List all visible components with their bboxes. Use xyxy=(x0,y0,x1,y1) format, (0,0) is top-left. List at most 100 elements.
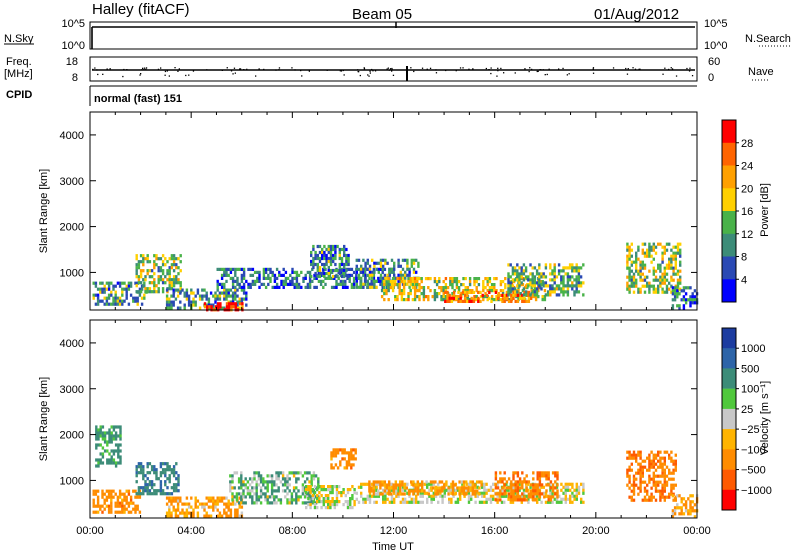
xlabel: Time UT xyxy=(372,541,414,553)
nave-point xyxy=(92,68,94,71)
nave-point xyxy=(421,67,424,69)
date-title: 01/Aug/2012 xyxy=(594,6,679,23)
nave-point xyxy=(391,70,393,72)
nave-point xyxy=(357,69,359,71)
nave-point xyxy=(164,70,167,73)
nsky-panel: N.Sky 10^5 10^0 10^5 10^0 N.Search xyxy=(4,18,791,52)
nave-point xyxy=(386,68,388,70)
scatter-region-5 xyxy=(305,485,356,510)
scatter-region-1 xyxy=(135,254,182,294)
velocity-colorbar: 1000 500 100 25 −25 −100 −500 −1000 xyxy=(721,327,772,511)
nave-point xyxy=(359,74,361,77)
nave-point xyxy=(626,73,629,75)
nave-point xyxy=(496,75,498,77)
nave-point xyxy=(94,67,96,69)
colorbar-segment xyxy=(722,120,736,144)
colorbar-tick-label: 12 xyxy=(741,229,753,241)
nave-point xyxy=(221,69,223,71)
nave-point xyxy=(246,68,248,70)
colorbar-segment xyxy=(722,233,736,257)
ytick-label: 4000 xyxy=(60,338,84,350)
nave-point xyxy=(278,69,280,71)
scatter-region-0 xyxy=(92,489,142,514)
colorbar-tick-label: 500 xyxy=(741,363,759,375)
colorbar-tick-label: −500 xyxy=(741,465,766,477)
nave-point xyxy=(122,75,124,78)
nsky-tick-bottom: 10^0 xyxy=(61,40,85,52)
nave-point xyxy=(342,69,344,72)
nave-point xyxy=(343,74,345,76)
scatter-region-8 xyxy=(368,480,483,496)
nave-point xyxy=(300,69,302,72)
power-ylabel: Slant Range [km] xyxy=(38,169,50,253)
nave-point xyxy=(102,73,104,75)
nave-point xyxy=(544,74,546,76)
power-panel: 1000 2000 3000 4000 Slant Range [km] xyxy=(38,111,699,312)
nave-point xyxy=(497,67,499,69)
nave-point xyxy=(301,75,303,77)
colorbar-tick-label: 4 xyxy=(741,274,747,286)
nave-point xyxy=(686,67,688,70)
nave-point xyxy=(157,68,160,70)
nave-point xyxy=(160,67,162,69)
colorbar-tick-label: 100 xyxy=(741,384,759,396)
nave-point xyxy=(391,67,393,70)
colorbar-tick-label: −1000 xyxy=(741,485,772,497)
colorbar-segment xyxy=(722,449,736,470)
colorbar-tick-label: 28 xyxy=(741,138,753,150)
nsearch-label: N.Search xyxy=(745,33,791,45)
nave-point xyxy=(540,69,542,71)
colorbar-segment xyxy=(722,408,736,430)
nave-point xyxy=(592,68,594,70)
nave-point xyxy=(468,68,470,70)
xtick-label: 00:00 xyxy=(76,525,104,537)
nave-point xyxy=(340,69,342,71)
cpid-text: normal (fast) 151 xyxy=(94,93,182,105)
nave-point xyxy=(243,69,245,71)
nave-point xyxy=(141,69,143,71)
nave-point xyxy=(340,70,343,72)
nave-point xyxy=(239,68,241,70)
nave-point xyxy=(145,67,148,69)
nave-point xyxy=(369,72,371,74)
ytick-label: 2000 xyxy=(60,222,84,234)
velocity-ylabel: Slant Range [km] xyxy=(38,377,50,461)
xtick-label: 00:00 xyxy=(683,525,711,537)
xtick-label: 20:00 xyxy=(582,525,610,537)
nave-point xyxy=(275,69,277,71)
nave-point xyxy=(206,69,208,71)
nave-point xyxy=(668,68,670,71)
colorbar-segment xyxy=(722,142,736,166)
nave-point xyxy=(531,68,533,71)
nave-point xyxy=(627,68,629,70)
nave-point xyxy=(164,74,166,76)
nave-point xyxy=(671,68,674,70)
colorbar-tick-label: −100 xyxy=(741,444,766,456)
freq-label: Freq. xyxy=(6,56,32,68)
nave-tick-bottom: 0 xyxy=(708,72,714,84)
nave-point xyxy=(374,70,377,72)
scatter-region-1 xyxy=(95,425,122,468)
nave-point xyxy=(126,69,128,71)
nave-point xyxy=(308,70,310,72)
nave-point xyxy=(388,69,390,71)
nave-point xyxy=(339,70,341,72)
power-colorbar: 4 8 12 16 20 24 28 xyxy=(721,119,753,303)
colorbar-tick-label: 16 xyxy=(741,206,753,218)
scatter-region-11 xyxy=(671,494,699,519)
nsky-tick-top: 10^5 xyxy=(61,18,85,30)
freq-panel: Freq. [MHz] 18 8 60 0 Nave xyxy=(4,56,774,84)
scatter-region-10 xyxy=(626,242,682,294)
nave-point xyxy=(140,73,142,75)
nave-point xyxy=(255,75,257,77)
nsky-label: N.Sky xyxy=(4,33,34,45)
nave-point xyxy=(548,68,550,70)
scatter-region-11 xyxy=(671,286,699,311)
nave-point xyxy=(145,68,147,70)
nave-point xyxy=(357,70,359,73)
nave-point xyxy=(688,70,691,72)
nave-point xyxy=(562,67,564,70)
nave-point xyxy=(445,69,447,72)
colorbar-segment xyxy=(722,469,736,491)
nave-point xyxy=(429,67,432,69)
